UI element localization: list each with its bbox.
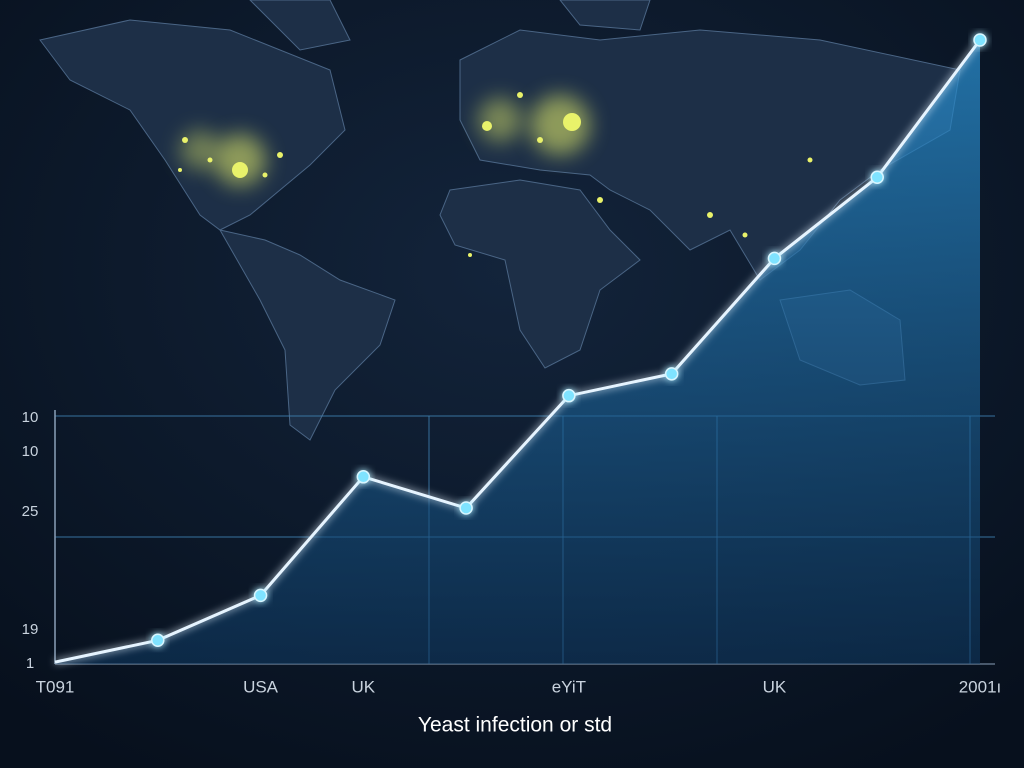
x-tick-label: 2001ı bbox=[959, 677, 1002, 696]
x-tick-label: T091 bbox=[36, 677, 75, 696]
marker bbox=[253, 588, 268, 603]
y-axis-label: 10 bbox=[22, 409, 39, 426]
marker bbox=[664, 367, 679, 381]
y-axis-label: 10 bbox=[22, 443, 39, 460]
line bbox=[54, 39, 982, 664]
marker bbox=[870, 170, 884, 185]
plot bbox=[54, 33, 987, 664]
marker bbox=[973, 33, 987, 47]
y-axis-label: 19 bbox=[22, 621, 39, 638]
y-axis-label: 1 bbox=[26, 655, 34, 672]
x-tick-label: UK bbox=[763, 677, 787, 696]
y-axis-label: 25 bbox=[22, 503, 39, 520]
map-glow bbox=[178, 92, 813, 257]
x-tick-label: eYiT bbox=[552, 677, 586, 696]
area bbox=[55, 40, 980, 664]
marker bbox=[459, 501, 473, 515]
x-tick-label: USA bbox=[243, 677, 279, 696]
chart-title: Yeast infection or std bbox=[418, 714, 612, 737]
marker bbox=[767, 251, 782, 266]
marker bbox=[151, 633, 165, 648]
x-tick-label: UK bbox=[352, 677, 376, 696]
marker bbox=[562, 388, 576, 403]
marker bbox=[356, 470, 371, 484]
